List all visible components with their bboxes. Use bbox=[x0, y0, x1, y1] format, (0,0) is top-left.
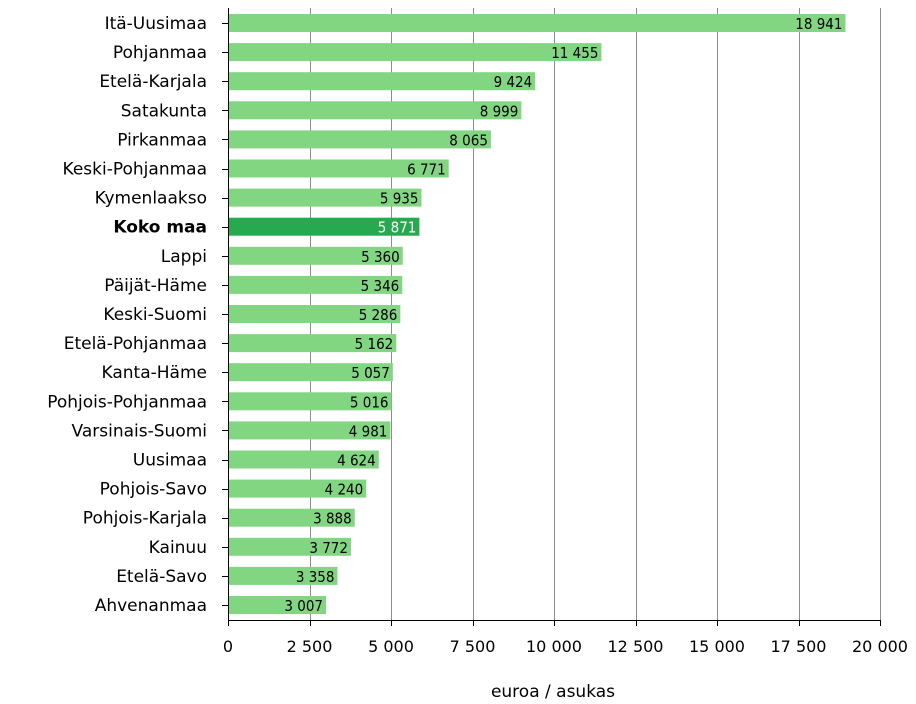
bar bbox=[228, 479, 367, 498]
value-label: 8 065 bbox=[449, 131, 488, 149]
bar bbox=[228, 566, 338, 585]
category-label: Pohjois-Karjala bbox=[83, 509, 207, 529]
category-label: Kanta-Häme bbox=[102, 363, 207, 383]
category-label: Keski-Pohjanmaa bbox=[63, 160, 207, 180]
bar bbox=[228, 130, 491, 149]
category-label: Pohjois-Pohjanmaa bbox=[47, 392, 207, 412]
category-label: Kymenlaakso bbox=[95, 189, 207, 209]
bar bbox=[228, 450, 379, 469]
bar bbox=[228, 421, 391, 440]
category-label: Satakunta bbox=[121, 101, 207, 121]
category-label: Etelä-Savo bbox=[116, 567, 207, 587]
value-label: 9 424 bbox=[494, 73, 533, 91]
value-label: 5 057 bbox=[351, 364, 390, 382]
bar bbox=[228, 275, 403, 294]
value-label: 5 871 bbox=[378, 219, 417, 237]
x-tick-label: 15 000 bbox=[689, 637, 745, 656]
bar bbox=[228, 101, 522, 120]
value-label: 3 358 bbox=[296, 568, 335, 586]
bar bbox=[228, 537, 351, 556]
bars bbox=[228, 14, 846, 614]
value-label: 5 286 bbox=[359, 306, 398, 324]
category-label: Uusimaa bbox=[133, 451, 207, 471]
value-label: 5 162 bbox=[355, 335, 394, 353]
value-label: 4 981 bbox=[349, 422, 388, 440]
bar bbox=[228, 334, 397, 353]
bar bbox=[228, 14, 846, 32]
bar bbox=[228, 159, 449, 178]
value-label: 18 941 bbox=[795, 15, 842, 33]
category-label: Lappi bbox=[161, 247, 207, 267]
bar bbox=[228, 43, 602, 62]
bar bbox=[228, 305, 401, 323]
x-tick-label: 20 000 bbox=[852, 637, 908, 656]
category-label: Päijät-Häme bbox=[104, 276, 207, 296]
category-label: Etelä-Karjala bbox=[99, 72, 207, 92]
category-label: Pirkanmaa bbox=[117, 130, 207, 150]
labels: 0 2 500 5 000 7 500 10 000 12 500 15 000 17 500… bbox=[47, 14, 908, 656]
value-label: 3 007 bbox=[284, 597, 323, 615]
bar bbox=[228, 508, 355, 527]
category-label: Pohjanmaa bbox=[113, 43, 207, 63]
category-label: Ahvenanmaa bbox=[95, 596, 207, 616]
category-label: Keski-Suomi bbox=[103, 305, 207, 325]
x-axis-title: euroa / asukas bbox=[491, 682, 615, 702]
value-label: 8 999 bbox=[480, 102, 519, 120]
bar bbox=[228, 188, 422, 207]
x-tick-label: 7 500 bbox=[450, 637, 496, 656]
value-label: 6 771 bbox=[407, 161, 446, 179]
bar bbox=[228, 363, 393, 382]
value-label: 5 360 bbox=[361, 248, 400, 266]
x-tick-label: 12 500 bbox=[608, 637, 664, 656]
x-tick-label: 2 500 bbox=[287, 637, 333, 656]
bar bbox=[228, 246, 403, 265]
value-label: 5 935 bbox=[380, 190, 419, 208]
bar bbox=[228, 392, 392, 411]
x-tick-label: 5 000 bbox=[368, 637, 414, 656]
value-label: 4 624 bbox=[337, 452, 376, 470]
category-label: Koko maa bbox=[113, 218, 207, 238]
value-label: 4 240 bbox=[325, 481, 364, 499]
value-label: 11 455 bbox=[551, 44, 598, 62]
bar bbox=[228, 72, 536, 91]
bar bbox=[228, 217, 420, 236]
category-label: Pohjois-Savo bbox=[100, 480, 207, 500]
bar bbox=[228, 596, 327, 614]
x-tick-label: 17 500 bbox=[771, 637, 827, 656]
category-label: Itä-Uusimaa bbox=[105, 14, 207, 34]
category-label: Varsinais-Suomi bbox=[72, 421, 207, 441]
value-label: 5 346 bbox=[361, 277, 400, 295]
axes bbox=[222, 8, 881, 626]
value-label: 5 016 bbox=[350, 393, 389, 411]
value-label: 3 772 bbox=[309, 539, 348, 557]
value-label: 3 888 bbox=[313, 510, 352, 528]
category-label: Etelä-Pohjanmaa bbox=[64, 334, 207, 354]
x-tick-label: 0 bbox=[223, 637, 233, 656]
category-label: Kainuu bbox=[149, 538, 207, 558]
x-tick-label: 10 000 bbox=[526, 637, 582, 656]
